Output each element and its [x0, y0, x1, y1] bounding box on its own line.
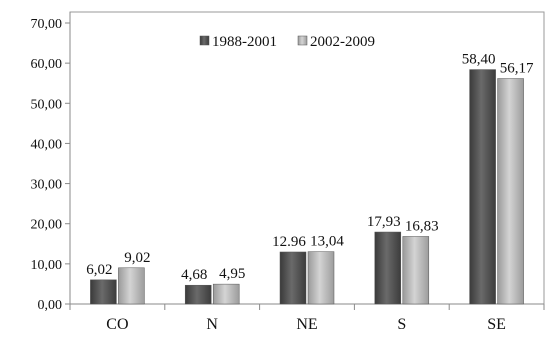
bars: [90, 69, 524, 305]
data-label: 17,93: [367, 214, 401, 230]
bar-2002-2009-N: [212, 283, 240, 305]
legend-swatch: [297, 35, 308, 46]
bar-2002-2009-S: [402, 236, 430, 305]
bar-1988-2001-N: [184, 284, 212, 305]
legend-swatch: [199, 35, 210, 46]
data-label: 4,95: [219, 266, 245, 282]
x-category-label: CO: [106, 316, 128, 333]
data-label: 58,40: [462, 52, 496, 68]
x-category-label: N: [206, 316, 218, 333]
bar-2002-2009-SE: [497, 78, 524, 305]
y-tick-label: 0,00: [38, 298, 63, 313]
bar-2002-2009-NE: [307, 251, 335, 305]
legend-label: 1988-2001: [212, 34, 277, 50]
bar-1988-2001-NE: [279, 251, 307, 305]
x-category-label: NE: [296, 316, 317, 333]
axes: 0,00 10,00 20,00 30,00 40,00 50,00 60,00 70,00 C…: [31, 12, 545, 333]
legend: 1988-2001 2002-2009: [199, 34, 375, 50]
x-category-label: SE: [487, 316, 506, 333]
data-label: 12.96: [272, 234, 306, 250]
bar-1988-2001-S: [374, 231, 402, 305]
y-tick-label: 60,00: [31, 57, 63, 72]
bar-1988-2001-SE: [469, 69, 496, 305]
bar-2002-2009-CO: [118, 267, 145, 305]
data-label: 13,04: [310, 234, 344, 250]
data-labels: 6,02 9,02 4,68 4,95 12.96 13,04 17,93 16,83 58,4…: [86, 52, 534, 284]
data-label: 16,83: [405, 218, 439, 234]
y-tick-label: 40,00: [31, 137, 63, 152]
data-label: 6,02: [86, 262, 112, 278]
y-tick-label: 50,00: [31, 97, 63, 112]
y-tick-label: 10,00: [31, 258, 63, 273]
data-label: 56,17: [500, 61, 534, 77]
data-label: 4,68: [181, 267, 207, 283]
y-tick-label: 70,00: [31, 17, 63, 32]
legend-label: 2002-2009: [310, 34, 375, 50]
bar-1988-2001-CO: [90, 279, 117, 305]
data-label: 9,02: [124, 250, 150, 266]
y-tick-label: 30,00: [31, 178, 63, 193]
x-category-label: S: [397, 316, 406, 333]
y-tick-label: 20,00: [31, 218, 63, 233]
